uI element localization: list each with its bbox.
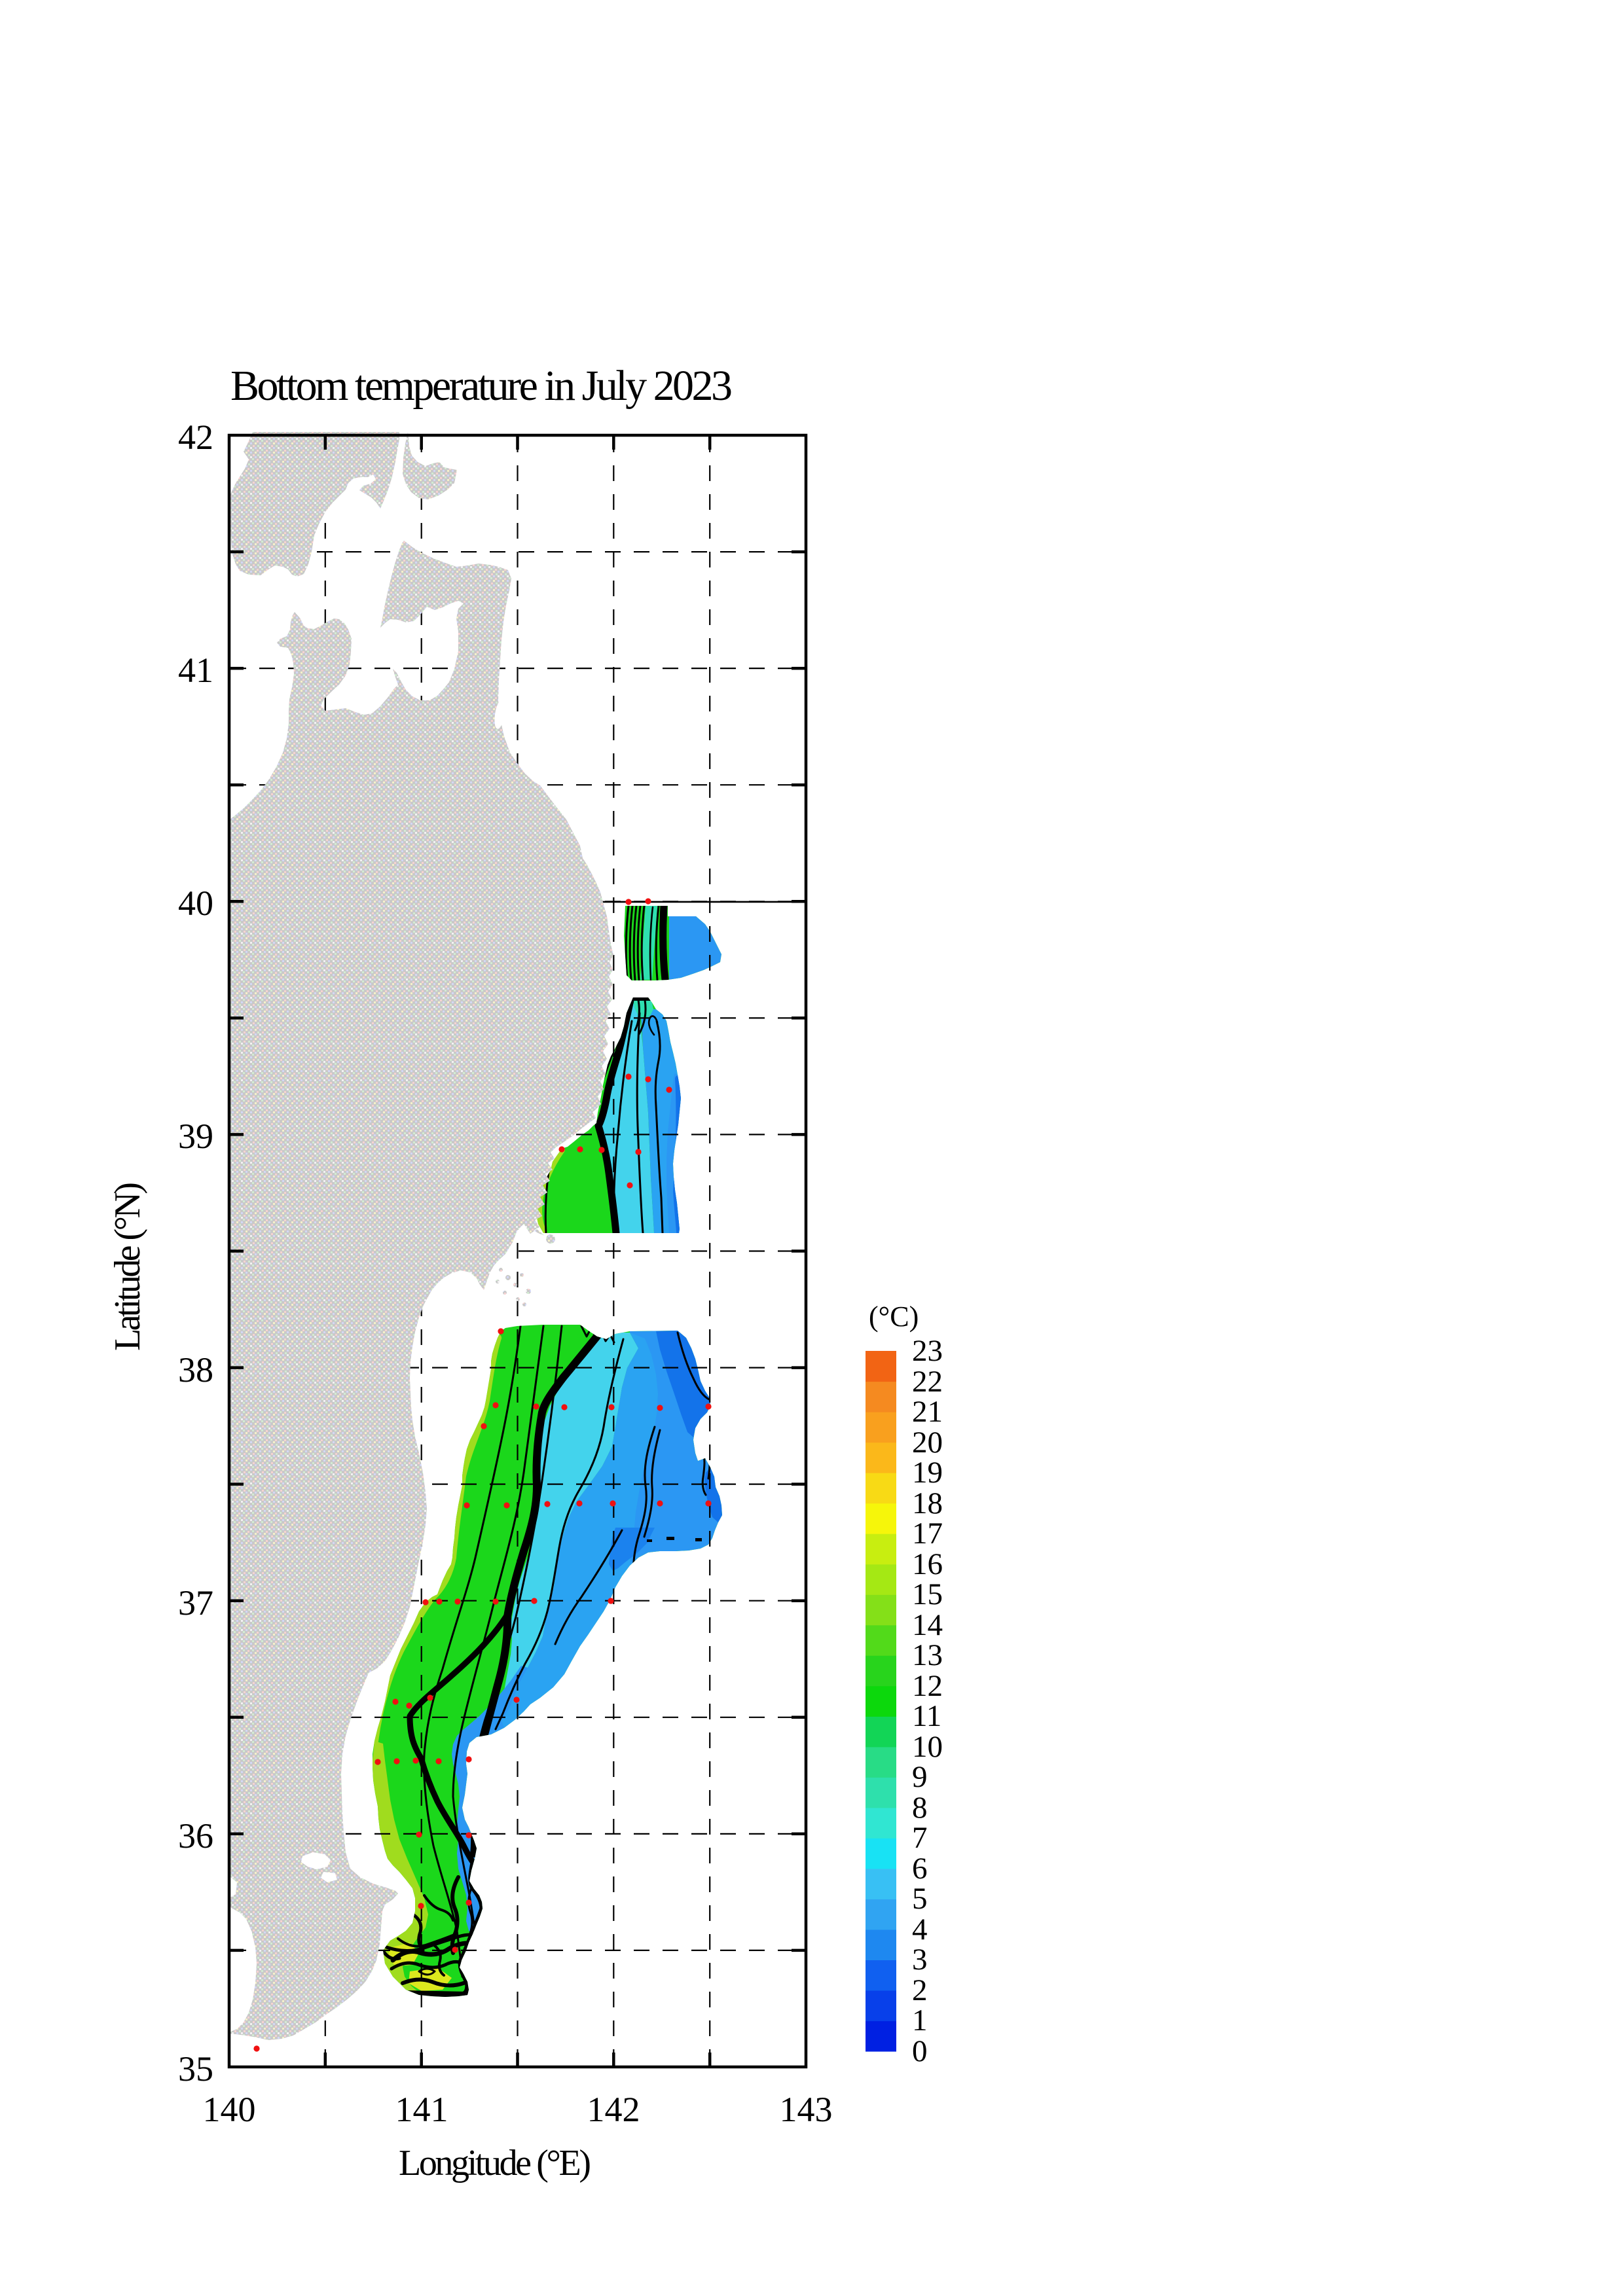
- svg-text:Latitude (°N): Latitude (°N): [107, 1182, 148, 1351]
- svg-text:19: 19: [912, 1456, 943, 1490]
- svg-text:(°C): (°C): [869, 1300, 919, 1333]
- svg-text:5: 5: [912, 1882, 928, 1916]
- svg-text:21: 21: [912, 1395, 943, 1429]
- svg-text:141: 141: [395, 2090, 448, 2129]
- svg-text:18: 18: [912, 1486, 943, 1520]
- svg-text:11: 11: [912, 1699, 941, 1733]
- svg-text:3: 3: [912, 1943, 928, 1977]
- svg-text:143: 143: [780, 2090, 833, 2129]
- svg-text:8: 8: [912, 1791, 928, 1825]
- svg-text:1: 1: [912, 2003, 928, 2037]
- svg-text:7: 7: [912, 1821, 928, 1855]
- svg-text:10: 10: [912, 1730, 943, 1764]
- svg-text:15: 15: [912, 1577, 943, 1611]
- svg-text:42: 42: [178, 418, 213, 457]
- svg-text:Longitude (°E): Longitude (°E): [399, 2143, 591, 2183]
- svg-text:38: 38: [178, 1350, 213, 1390]
- svg-text:37: 37: [178, 1583, 213, 1623]
- svg-text:23: 23: [912, 1334, 943, 1368]
- svg-text:41: 41: [178, 651, 213, 690]
- svg-text:Bottom temperature in July 202: Bottom temperature in July 2023: [230, 362, 733, 410]
- svg-text:13: 13: [912, 1638, 943, 1672]
- svg-text:0: 0: [912, 2034, 928, 2068]
- svg-text:17: 17: [912, 1516, 943, 1551]
- svg-text:140: 140: [203, 2090, 256, 2129]
- svg-text:9: 9: [912, 1760, 928, 1794]
- svg-text:22: 22: [912, 1365, 943, 1399]
- svg-text:35: 35: [178, 2049, 213, 2089]
- svg-text:40: 40: [178, 884, 213, 923]
- svg-text:12: 12: [912, 1669, 943, 1703]
- svg-text:39: 39: [178, 1117, 213, 1156]
- svg-text:14: 14: [912, 1608, 943, 1642]
- svg-text:6: 6: [912, 1852, 928, 1886]
- svg-text:16: 16: [912, 1547, 943, 1581]
- svg-text:20: 20: [912, 1426, 943, 1460]
- svg-text:36: 36: [178, 1816, 213, 1856]
- svg-text:2: 2: [912, 1973, 928, 2007]
- svg-text:4: 4: [912, 1912, 928, 1946]
- svg-text:142: 142: [587, 2090, 640, 2129]
